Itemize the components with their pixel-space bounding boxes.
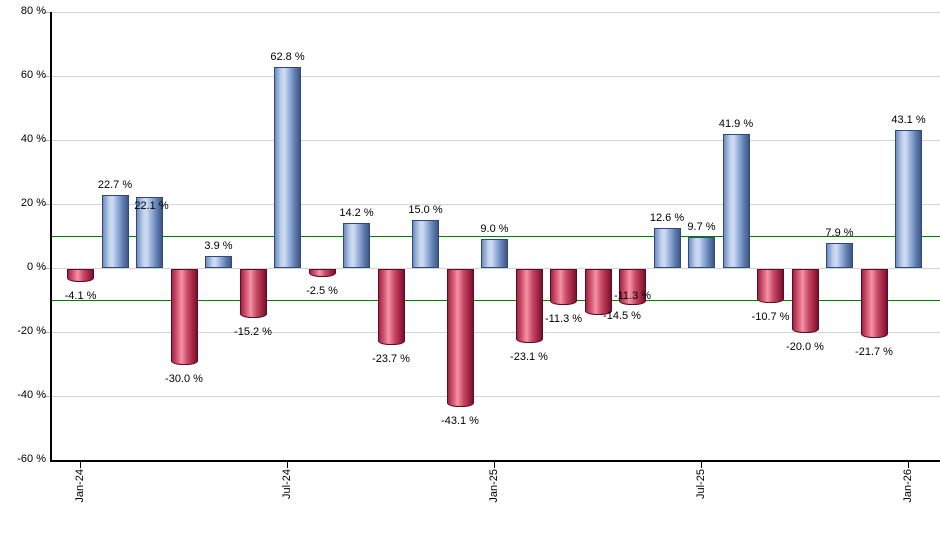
y-axis-tick-label: 20 % [20,197,46,209]
bar-value-label: 3.9 % [204,239,233,252]
bar [136,197,163,268]
bar-value-label: -21.7 % [855,346,893,359]
x-axis-tick [493,460,495,468]
bar [550,269,577,306]
bar-value-label: 22.1 % [134,200,169,213]
x-axis-tick [907,460,909,468]
bar [826,242,853,268]
bar [791,269,819,333]
y-axis-tick [44,204,50,205]
x-axis-tick-label: Jul-25 [694,469,707,499]
bar-value-label: -2.5 % [306,285,338,297]
bar-value-label: -23.7 % [372,352,410,365]
bar [584,269,612,316]
x-axis-tick [286,460,288,468]
bar [377,269,405,345]
threshold-line [50,236,940,237]
y-axis-tick-label: 40 % [20,133,46,145]
bar-value-label: 12.6 % [649,211,685,224]
bar [653,227,681,268]
bar-value-label: 15.0 % [408,204,443,216]
x-axis-tick-label: Jan-26 [901,469,914,503]
x-axis-tick [700,460,702,468]
bar-value-label: 7.9 % [825,226,854,239]
bar [308,269,336,277]
x-axis-tick-label: Jan-24 [73,469,86,503]
bar-value-label: 41.9 % [718,117,754,130]
x-axis-tick-label: Jul-24 [280,469,293,499]
bar [274,67,301,268]
y-axis-tick [44,76,50,77]
bar-value-label: 14.2 % [339,206,374,219]
y-axis-tick [44,332,50,333]
bar-value-label: -11.3 % [613,290,652,303]
y-axis-tick-label: 80 % [20,5,46,17]
bar [860,269,888,339]
bar [239,269,267,318]
grid-line [50,12,940,13]
bar [170,269,198,365]
bar [515,269,543,343]
bar-value-label: -11.3 % [544,313,583,326]
y-axis-tick-label: -60 % [17,453,46,465]
bar-value-label: 43.1 % [891,114,926,127]
grid-line [50,332,940,333]
bar [343,222,370,268]
y-axis-tick [44,12,50,13]
grid-line [50,396,940,397]
x-axis-tick-label: Jan-25 [487,469,500,503]
grid-line [50,76,940,77]
bar [619,269,646,306]
bar [67,269,94,283]
grid-line [50,268,940,269]
bar-value-label: -15.2 % [234,325,272,338]
grid-line [50,204,940,205]
grid-line [50,140,940,141]
bar [446,269,474,407]
bar-value-label: -23.1 % [510,350,548,363]
bar [205,255,232,268]
bar [481,239,508,268]
bar-value-label: 22.7 % [97,179,133,192]
y-axis-tick [44,268,50,269]
y-axis-tick-label: -20 % [17,325,46,337]
bar-value-label: -43.1 % [441,414,479,427]
bar-value-label: -4.1 % [64,290,97,303]
y-axis-tick-label: 60 % [20,69,46,81]
bar-value-label: -20.0 % [786,341,824,353]
bar [722,133,750,268]
bar-value-label: -30.0 % [165,373,203,385]
bar-value-label: -10.7 % [751,311,790,324]
bar [101,195,129,268]
x-axis-line [50,460,940,462]
bar [688,236,715,268]
y-axis-line [50,12,52,462]
y-axis-tick-label: 0 % [27,261,46,273]
y-axis-tick [44,396,50,397]
bar [757,269,784,304]
bar-value-label: 9.7 % [687,220,716,233]
bar [895,130,922,268]
bar-value-label: 62.8 % [270,51,305,64]
x-axis-tick [79,460,81,468]
bar-value-label: 9.0 % [480,223,509,236]
threshold-line [50,300,940,301]
y-axis-tick-label: -40 % [17,389,46,401]
y-axis-tick [44,140,50,141]
bar-value-label: -14.5 % [603,310,641,323]
bar [412,220,439,268]
